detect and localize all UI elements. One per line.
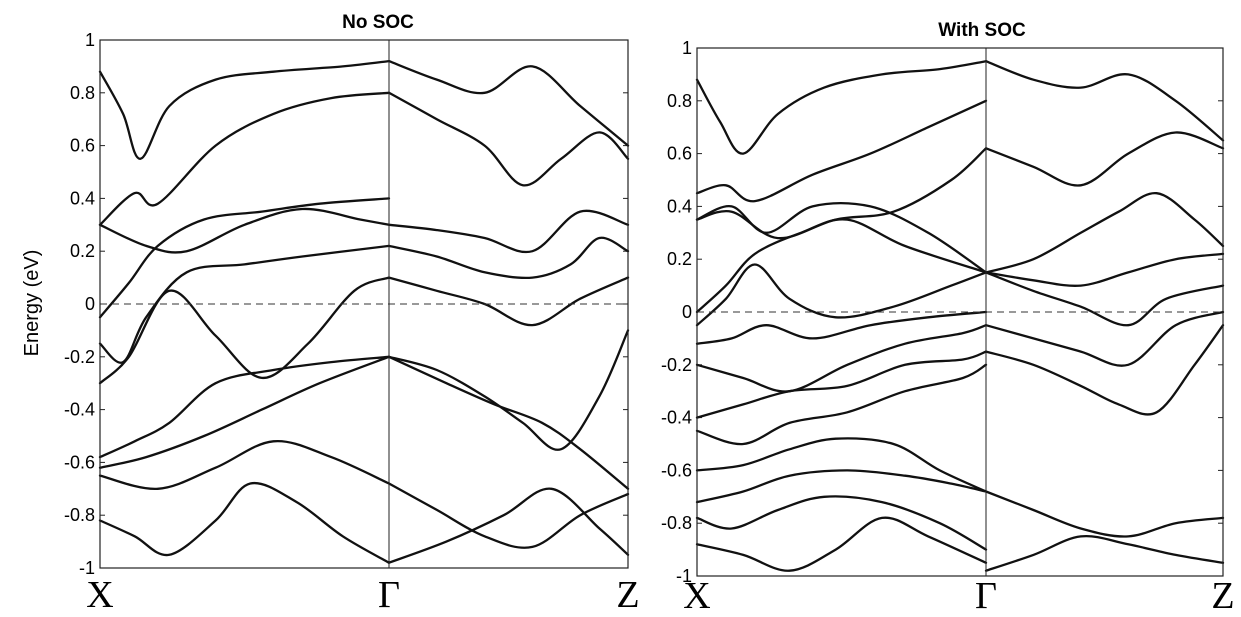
kpoint-label-x: X — [86, 574, 113, 616]
band-line — [387, 487, 630, 564]
y-tick-label: -1 — [676, 566, 692, 586]
band-lines — [695, 60, 1225, 572]
band-line — [984, 192, 1225, 274]
y-axis-label: Energy (eV) — [21, 250, 43, 357]
y-tick-label: 0.8 — [667, 91, 692, 111]
y-tick-label: 0.2 — [70, 241, 95, 261]
band-line — [695, 201, 988, 274]
kpoint-label-x: X — [683, 575, 710, 617]
band-line — [387, 329, 630, 451]
y-tick-label: -0.2 — [64, 347, 95, 367]
y-tick-label: 0.6 — [70, 136, 95, 156]
y-tick-label: -0.8 — [64, 505, 95, 525]
y-ticks: 1 0.8 0.6 0.4 0.2 0 -0.2 -0.4 -0.6 -0.8 -1 — [64, 30, 628, 578]
y-tick-label: 0.6 — [667, 144, 692, 164]
y-tick-label: 0 — [682, 302, 692, 322]
band-line — [695, 218, 988, 314]
band-line — [984, 324, 1225, 416]
kpoint-label-gamma: Γ — [975, 575, 997, 617]
y-tick-label: 0.4 — [667, 196, 692, 216]
kpoint-label-z: Z — [616, 574, 639, 616]
band-line — [695, 147, 988, 240]
y-tick-label: -0.4 — [64, 400, 95, 420]
y-tick-label: -1 — [79, 558, 95, 578]
band-line — [984, 60, 1225, 142]
band-line — [984, 271, 1225, 327]
y-tick-label: -0.6 — [661, 460, 692, 480]
band-line — [387, 59, 630, 147]
band-line — [98, 59, 391, 160]
band-line — [98, 481, 391, 564]
y-tick-label: -0.2 — [661, 355, 692, 375]
chart-title: With SOC — [938, 20, 1026, 41]
y-tick-label: 0.2 — [667, 249, 692, 269]
y-tick-label: 0 — [85, 294, 95, 314]
band-line — [98, 355, 391, 469]
band-line — [695, 437, 988, 493]
plot-frame — [696, 47, 1224, 577]
band-line — [984, 310, 1225, 367]
plot-frame — [99, 39, 629, 569]
kpoint-label-gamma: Γ — [378, 574, 400, 616]
band-line — [695, 516, 988, 572]
band-line — [387, 209, 630, 254]
y-tick-label: -0.6 — [64, 452, 95, 472]
band-line — [98, 91, 391, 226]
band-line — [98, 440, 391, 490]
band-line — [984, 534, 1225, 572]
band-line — [98, 197, 391, 319]
band-line — [387, 355, 630, 490]
band-line — [984, 252, 1225, 287]
panel-with-soc: With SOC 1 0.8 0.6 0.4 0.2 0 -0.2 -0.4 -0.6 -0.8 -… — [661, 20, 1235, 617]
band-line — [695, 324, 988, 393]
y-tick-label: -0.8 — [661, 513, 692, 533]
band-line — [98, 355, 391, 459]
y-ticks: 1 0.8 0.6 0.4 0.2 0 -0.2 -0.4 -0.6 -0.8 -1 — [661, 38, 1223, 586]
y-tick-label: -0.4 — [661, 408, 692, 428]
kpoint-label-z: Z — [1211, 575, 1234, 617]
panel-no-soc: No SOC Energy (eV) 1 0.8 0.6 0.4 0.2 0 -0.2 -0.… — [21, 12, 640, 616]
band-line — [695, 495, 988, 551]
band-line — [387, 236, 630, 280]
band-line — [98, 276, 391, 385]
band-line — [98, 207, 391, 254]
chart-title: No SOC — [342, 12, 414, 33]
band-line — [387, 482, 630, 549]
band-line — [387, 91, 630, 187]
band-line — [695, 263, 988, 327]
band-lines — [98, 59, 630, 564]
y-tick-label: 0.8 — [70, 83, 95, 103]
band-line — [695, 469, 988, 504]
band-line — [984, 131, 1225, 187]
y-tick-label: 1 — [85, 30, 95, 50]
band-line — [695, 99, 988, 203]
band-line — [695, 310, 988, 345]
y-tick-label: 0.4 — [70, 188, 95, 208]
y-tick-label: 1 — [682, 38, 692, 58]
band-line — [695, 363, 988, 446]
band-line — [984, 490, 1225, 538]
band-line — [695, 60, 988, 155]
band-line — [695, 350, 988, 419]
band-line — [387, 276, 630, 327]
